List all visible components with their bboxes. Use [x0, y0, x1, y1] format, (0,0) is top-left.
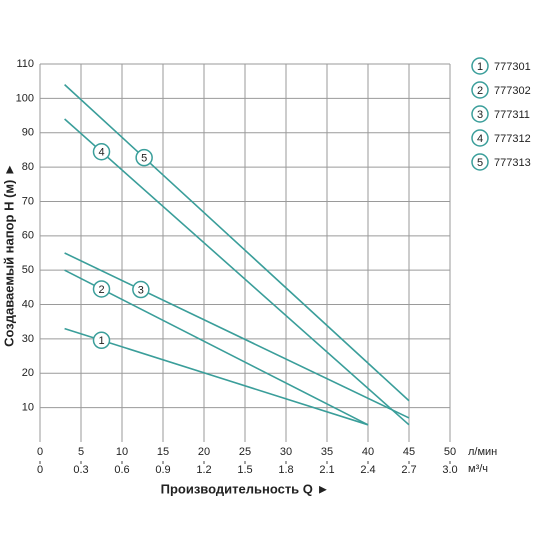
- y-tick-label: 60: [22, 230, 34, 242]
- x2-tick-label: 0.6: [114, 464, 129, 476]
- series-badge-label: 3: [477, 109, 483, 121]
- series-line: [64, 118, 410, 426]
- y-tick-label: 50: [22, 264, 34, 276]
- x2-tick-label: 1.8: [278, 464, 293, 476]
- series-badge-label: 1: [477, 61, 483, 73]
- series-badge-label: 5: [477, 157, 483, 169]
- series-badge: [92, 143, 111, 161]
- x2-tick-label: 1.2: [196, 464, 211, 476]
- x2-tick-label: 2.7: [401, 464, 416, 476]
- y-tick-label: 20: [22, 367, 34, 379]
- y-tick-label: 90: [22, 127, 34, 139]
- y-tick-label: 30: [22, 333, 34, 345]
- legend-label: 777311: [494, 109, 530, 121]
- x-tick-label: 15: [157, 446, 169, 458]
- series-badge-label: 2: [98, 284, 104, 296]
- series-badge-label: 4: [477, 133, 483, 145]
- x2-tick-label: 0.9: [155, 464, 170, 476]
- series-badge-label: 1: [98, 335, 104, 347]
- series-line: [64, 252, 410, 419]
- series-line: [64, 327, 369, 426]
- series-badge-label: 3: [138, 284, 144, 296]
- series-badge-label: 2: [477, 85, 483, 97]
- x2-tick-label: 0.3: [73, 464, 88, 476]
- series-badge: [135, 148, 153, 167]
- series-badge-label: 4: [98, 147, 104, 159]
- x-tick-label: 20: [198, 446, 210, 458]
- x2-tick-label: 3.0: [442, 464, 457, 476]
- x-tick-label: 40: [362, 446, 374, 458]
- x-tick-label: 0: [37, 446, 43, 458]
- y-tick-label: 80: [22, 161, 34, 173]
- x-tick-label: 30: [280, 446, 292, 458]
- x2-tick-label: 2.1: [319, 464, 334, 476]
- x-tick-label: 35: [321, 446, 333, 458]
- y-tick-label: 10: [22, 402, 34, 414]
- y-tick-label: 110: [16, 58, 34, 70]
- series-badge: [471, 81, 489, 99]
- series-badge: [471, 153, 489, 171]
- x2-tick-label: 2.4: [360, 464, 375, 476]
- x-tick-label: 10: [116, 446, 128, 458]
- series-badge: [132, 280, 150, 299]
- y-tick-label: 100: [16, 92, 34, 104]
- series-badge: [471, 129, 489, 147]
- x2-unit: м³/ч: [468, 463, 488, 475]
- y-axis-title: Создаваемый напор H (м) ►: [1, 163, 16, 347]
- legend-label: 777301: [494, 61, 531, 73]
- y-tick-label: 70: [22, 195, 34, 207]
- x-tick-label: 5: [78, 446, 84, 458]
- legend-label: 777313: [494, 157, 531, 169]
- series-badge: [471, 105, 489, 123]
- series-badge-label: 5: [141, 153, 147, 165]
- series-badge: [471, 57, 489, 75]
- series-line: [64, 269, 369, 426]
- series-badge: [92, 280, 111, 298]
- x-tick-label: 50: [444, 446, 456, 458]
- legend-label: 777302: [494, 85, 531, 97]
- x-tick-label: 25: [239, 446, 251, 458]
- x-tick-label: 45: [403, 446, 415, 458]
- series-badge: [92, 331, 111, 350]
- legend-label: 777312: [494, 133, 531, 145]
- x2-tick-label: 1.5: [237, 464, 252, 476]
- x2-tick-label: 0: [37, 464, 43, 476]
- x-axis-title: Производительность Q ►: [161, 481, 330, 496]
- x-unit: л/мин: [468, 446, 497, 458]
- series-line: [64, 84, 410, 402]
- y-tick-label: 40: [22, 298, 34, 310]
